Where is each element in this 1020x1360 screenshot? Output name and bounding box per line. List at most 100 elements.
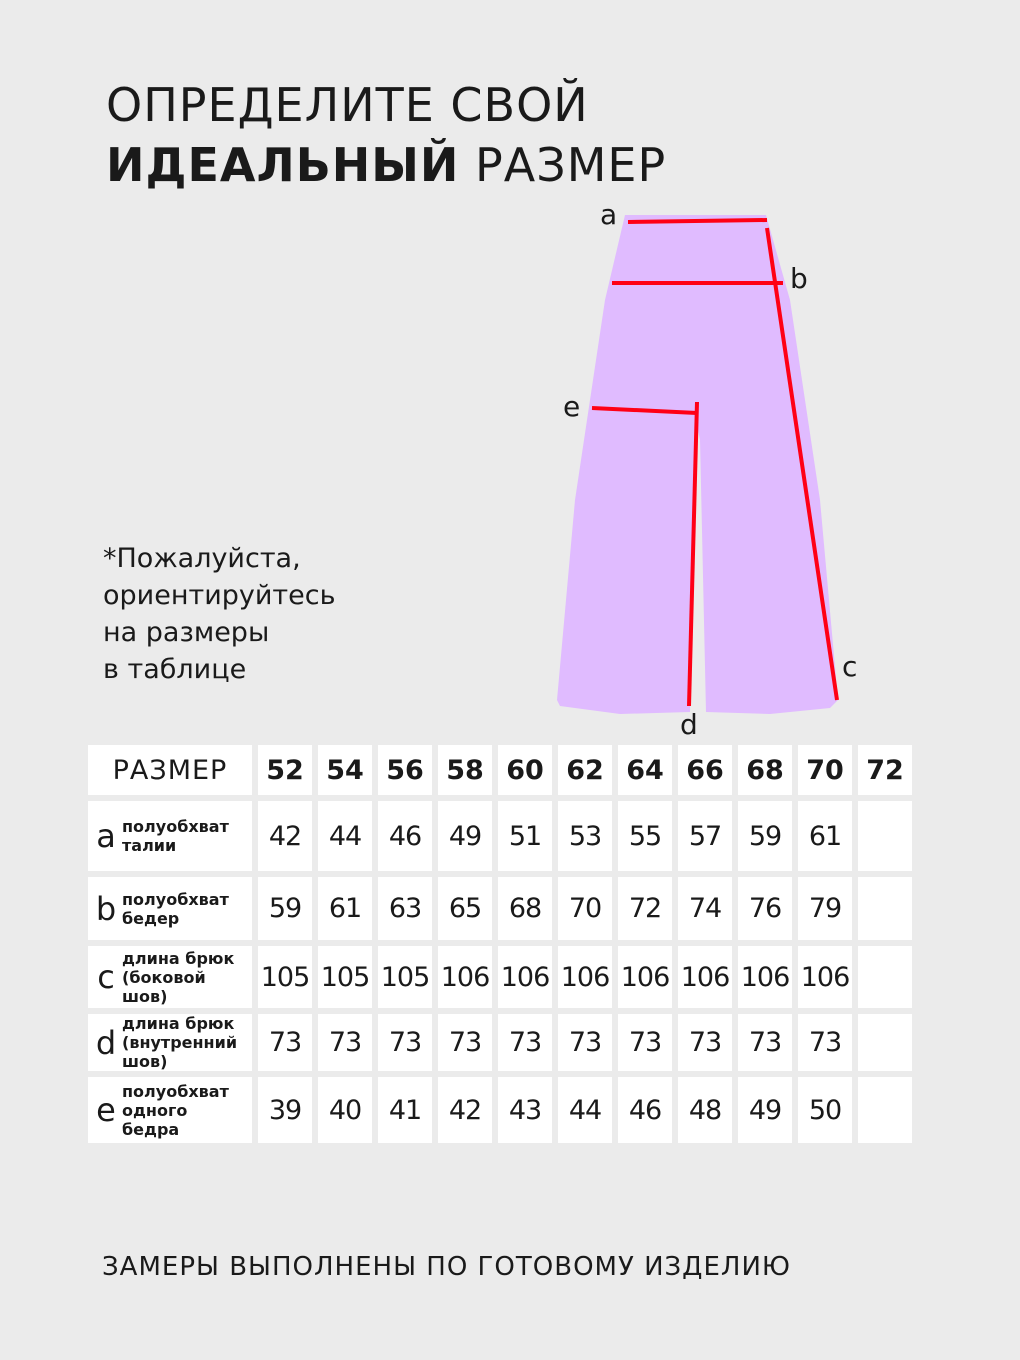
value-cell: 59 [738,801,792,871]
value-cell: 42 [438,1077,492,1143]
description-line: длина брюк [122,948,235,968]
value-cell: 61 [798,801,852,871]
description-line: длина брюк [122,1014,235,1033]
value-cell: 73 [258,1014,312,1071]
note-line: на размеры [103,617,270,648]
header-row: РАЗМЕР 52 54 56 58 60 62 64 66 68 70 72 [88,745,912,795]
value-cell: 73 [738,1014,792,1071]
measure-row: e полуобхват одного бедра 39 40 41 42 43 44 46 48 49… [88,1077,912,1143]
empty-cell [858,1077,912,1143]
value-cell: 105 [258,946,312,1008]
value-cell: 106 [738,946,792,1008]
size-cell: 58 [438,745,492,795]
row-letter: a [96,817,116,855]
value-cell: 105 [318,946,372,1008]
description-line: (боковой [122,967,206,987]
value-cell: 44 [558,1077,612,1143]
value-cell: 73 [378,1014,432,1071]
description-line: полуобхват [122,1081,229,1101]
size-cell: 52 [258,745,312,795]
row-label: d длина брюк (внутренний шов) [88,1014,252,1071]
value-cell: 39 [258,1077,312,1143]
value-cell: 73 [318,1014,372,1071]
size-cell: 72 [858,745,912,795]
size-cell: 54 [318,745,372,795]
row-label: a полуобхват талии [88,801,252,871]
value-cell: 44 [318,801,372,871]
row-label: b полуобхват бедер [88,877,252,940]
note: *Пожалуйста, ориентируйтесь на размеры в… [103,540,336,688]
value-cell: 73 [498,1014,552,1071]
value-cell: 79 [798,877,852,940]
diagram-label: b [790,262,808,295]
value-cell: 41 [378,1077,432,1143]
title-line: ИДЕАЛЬНЫЙ РАЗМЕР [106,142,666,188]
description-line: шов) [122,1052,168,1071]
row-description: полуобхват талии [122,817,229,855]
value-cell: 43 [498,1077,552,1143]
header-label: РАЗМЕР [88,745,252,795]
size-cell: 56 [378,745,432,795]
row-label: e полуобхват одного бедра [88,1077,252,1143]
value-cell: 72 [618,877,672,940]
empty-cell [858,1014,912,1071]
description-line: бедер [122,908,180,928]
title-rest: РАЗМЕР [475,138,667,192]
value-cell: 46 [378,801,432,871]
diagram-label: d [680,708,698,741]
pants-shape [557,215,838,714]
row-description: длина брюк (внутренний шов) [122,1014,237,1071]
footer: ЗАМЕРЫ ВЫПОЛНЕНЫ ПО ГОТОВОМУ ИЗДЕЛИЮ [102,1252,791,1282]
value-cell: 40 [318,1077,372,1143]
value-cell: 50 [798,1077,852,1143]
diagram-label: a [600,198,618,231]
value-cell: 73 [558,1014,612,1071]
value-cell: 73 [798,1014,852,1071]
size-cell: 66 [678,745,732,795]
value-cell: 55 [618,801,672,871]
measure-row: c длина брюк (боковой шов) 105 105 105 106 106 10… [88,946,912,1008]
note-line: *Пожалуйста, [103,543,301,574]
value-cell: 46 [618,1077,672,1143]
size-cell: 68 [738,745,792,795]
row-letter: c [97,958,115,996]
value-cell: 74 [678,877,732,940]
description-line: полуобхват [122,889,229,909]
description-line: полуобхват [122,817,229,836]
value-cell: 42 [258,801,312,871]
value-cell: 106 [498,946,552,1008]
row-letter: d [95,1023,117,1062]
diagram-label: e [563,390,581,423]
row-description: полуобхват одного бедра [122,1082,229,1139]
description-line: (внутренний [122,1033,238,1052]
value-cell: 106 [678,946,732,1008]
size-cell: 64 [618,745,672,795]
measure-lines [591,218,839,707]
measure-row: b полуобхват бедер 59 61 63 65 68 70 72 74 76 79 [88,877,912,940]
value-cell: 49 [438,801,492,871]
description-line: шов) [122,986,168,1006]
row-letter: b [95,889,117,928]
diagram-label: c [842,650,858,683]
value-cell: 106 [558,946,612,1008]
measure-row: d длина брюк (внутренний шов) 73 73 73 73 73 73 73… [88,1014,912,1071]
value-cell: 70 [558,877,612,940]
value-cell: 73 [618,1014,672,1071]
value-cell: 106 [798,946,852,1008]
value-cell: 53 [558,801,612,871]
diagram [557,215,839,714]
value-cell: 73 [438,1014,492,1071]
note-line: ориентируйтесь [103,580,336,611]
title-line: ОПРЕДЕЛИТЕ СВОЙ [106,78,589,132]
value-cell: 106 [618,946,672,1008]
value-cell: 48 [678,1077,732,1143]
description-line: талии [122,836,177,855]
description-line: одного [122,1100,188,1120]
measure-row: a полуобхват талии 42 44 46 49 51 53 55 57 59 61 [88,801,912,871]
value-cell: 76 [738,877,792,940]
value-cell: 51 [498,801,552,871]
size-cell: 62 [558,745,612,795]
value-cell: 106 [438,946,492,1008]
value-cell: 105 [378,946,432,1008]
